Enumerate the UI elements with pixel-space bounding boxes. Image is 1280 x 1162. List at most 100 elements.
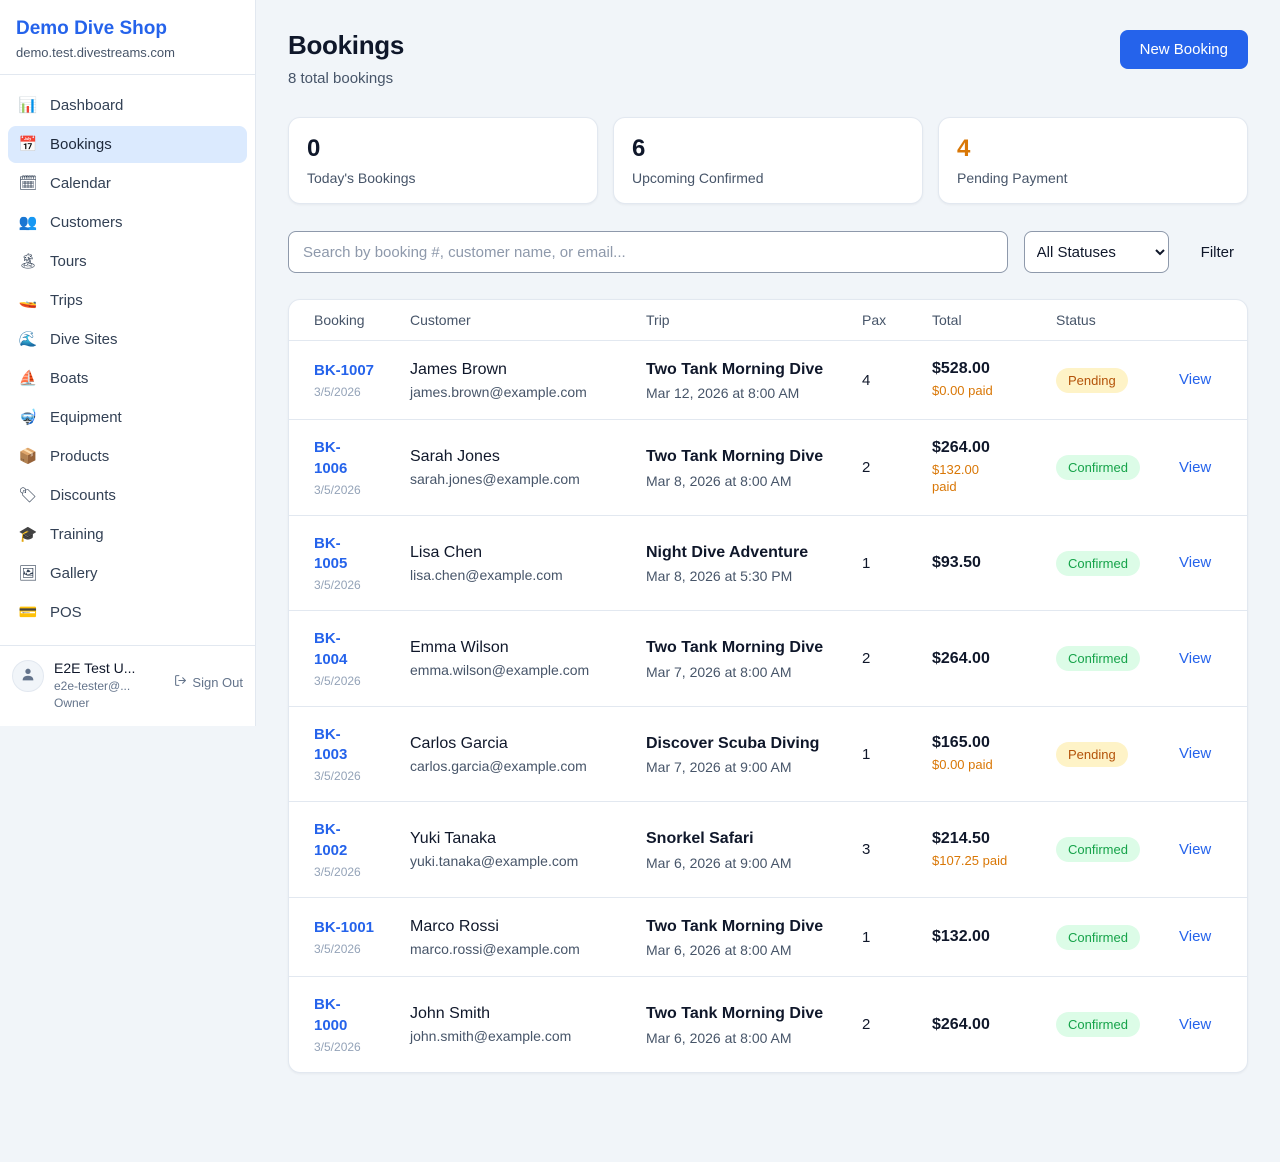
total-amount: $528.00 [932,360,990,378]
pax-count: 1 [854,706,924,803]
stats-row: 0 Today's Bookings 6 Upcoming Confirmed … [288,117,1248,204]
view-link[interactable]: View [1179,371,1212,389]
pax-count: 4 [854,340,924,421]
booking-date: 3/5/2026 [314,942,361,957]
stat-label: Pending Payment [957,170,1068,186]
user-role: Owner [54,696,90,710]
paid-amount: $132.00 paid [932,461,979,495]
column-header: Customer [402,300,638,341]
dashboard-icon: 📊 [18,97,38,114]
booking-id-link[interactable]: BK-1000 [314,996,348,1034]
dive-sites-icon: 🌊 [18,331,38,348]
trip-datetime: Mar 8, 2026 at 8:00 AM [646,472,792,489]
customer-email: carlos.garcia@example.com [410,757,587,774]
filter-row: All Statuses Filter [288,231,1248,273]
stat-value: 4 [957,135,971,162]
customer-name: Marco Rossi [410,917,499,935]
brand-name: Demo Dive Shop [16,18,167,39]
sidebar-item-gallery[interactable]: 🖼 Gallery [8,555,247,592]
table-row: BK-1000 3/5/2026 John Smith john.smith@e… [289,977,1247,1072]
view-link[interactable]: View [1179,649,1212,667]
pax-count: 2 [854,419,924,516]
status-filter-select[interactable]: All Statuses [1023,231,1169,273]
booking-date: 3/5/2026 [314,385,361,400]
training-icon: 🎓 [18,526,38,543]
booking-date: 3/5/2026 [314,673,361,688]
paid-amount: $0.00 paid [932,383,993,399]
booking-id-link[interactable]: BK-1002 [314,821,348,859]
pos-icon: 💳 [18,604,38,621]
sidebar-item-label: Training [50,526,104,543]
user-section: E2E Test U... e2e-tester@... Owner Sign … [0,645,255,726]
pax-count: 1 [854,515,924,612]
table-header-row: Booking Customer Trip Pax Total Status [289,300,1247,341]
paid-amount: $107.25 paid [932,852,1008,868]
sidebar-item-label: Gallery [50,565,98,582]
sidebar-item-bookings[interactable]: 📅 Bookings [8,126,247,163]
sidebar-item-label: Trips [50,292,83,309]
status-badge: Confirmed [1056,924,1140,950]
table-row: BK-1007 3/5/2026 James Brown james.brown… [289,340,1247,421]
search-input[interactable] [288,231,1008,273]
filter-button[interactable]: Filter [1200,243,1234,261]
booking-id-link[interactable]: BK-1007 [314,362,375,380]
booking-id-link[interactable]: BK-1003 [314,725,348,764]
sidebar-item-boats[interactable]: ⛵ Boats [8,360,247,397]
stat-label: Today's Bookings [307,170,416,186]
view-link[interactable]: View [1179,840,1212,858]
view-link[interactable]: View [1179,745,1212,763]
sidebar-item-dashboard[interactable]: 📊 Dashboard [8,87,247,124]
new-booking-button[interactable]: New Booking [1119,30,1248,69]
table-row: BK-1001 3/5/2026 Marco Rossi marco.rossi… [289,897,1247,978]
column-header: Booking [289,300,402,341]
bookings-table-card: Booking Customer Trip Pax Total Status BK-100… [288,299,1248,1073]
sidebar-item-customers[interactable]: 👥 Customers [8,204,247,241]
status-badge: Pending [1056,367,1128,393]
booking-date: 3/5/2026 [314,769,361,784]
main-content: Bookings 8 total bookings New Booking 0 … [256,0,1280,1105]
view-link[interactable]: View [1179,554,1212,572]
page-subtitle: 8 total bookings [288,70,394,87]
booking-id-link[interactable]: BK-1001 [314,918,375,936]
status-badge: Confirmed [1056,455,1140,481]
sidebar-item-training[interactable]: 🎓 Training [8,516,247,553]
brand-block: Demo Dive Shop demo.test.divestreams.com [0,0,255,75]
trip-datetime: Mar 6, 2026 at 8:00 AM [646,942,792,959]
sign-out-button[interactable]: Sign Out [174,674,243,690]
view-link[interactable]: View [1179,458,1212,476]
table-row: BK-1003 3/5/2026 Carlos Garcia carlos.ga… [289,706,1247,803]
pax-count: 2 [862,1016,871,1034]
sidebar-item-tours[interactable]: 🏝 Tours [8,243,247,280]
sidebar-item-products[interactable]: 📦 Products [8,438,247,475]
sidebar-item-label: Discounts [50,487,116,504]
sidebar-item-discounts[interactable]: 🏷 Discounts [8,477,247,514]
booking-id-link[interactable]: BK-1005 [314,534,348,573]
stat-card: 0 Today's Bookings [288,117,598,204]
booking-date: 3/5/2026 [314,482,361,497]
customer-email: emma.wilson@example.com [410,662,590,679]
customer-name: Yuki Tanaka [410,830,496,848]
view-link[interactable]: View [1179,928,1212,946]
status-badge: Confirmed [1056,837,1140,863]
sidebar-item-trips[interactable]: 🚤 Trips [8,282,247,319]
products-icon: 📦 [18,448,38,465]
paid-amount: $0.00 paid [932,757,993,773]
view-link[interactable]: View [1179,1015,1212,1033]
sidebar-item-equipment[interactable]: 🤿 Equipment [8,399,247,436]
user-info: E2E Test U... e2e-tester@... Owner [54,660,164,710]
booking-id-link[interactable]: BK-1006 [314,439,348,477]
booking-date: 3/5/2026 [314,864,361,879]
pax-count: 3 [854,801,924,898]
customer-name: John Smith [410,1005,491,1023]
trip-datetime: Mar 6, 2026 at 9:00 AM [646,854,792,871]
sidebar-item-pos[interactable]: 💳 POS [8,594,247,631]
sidebar-item-dive-sites[interactable]: 🌊 Dive Sites [8,321,247,358]
sidebar-item-calendar[interactable]: 🗓 Calendar [8,165,247,202]
customer-email: james.brown@example.com [410,383,587,400]
trip-name: Discover Scuba Diving [646,734,820,752]
booking-id-link[interactable]: BK-1004 [314,630,348,668]
customer-email: sarah.jones@example.com [410,471,580,488]
customer-name: James Brown [410,360,507,378]
status-badge: Confirmed [1056,1012,1140,1038]
trip-name: Two Tank Morning Dive [646,361,824,378]
